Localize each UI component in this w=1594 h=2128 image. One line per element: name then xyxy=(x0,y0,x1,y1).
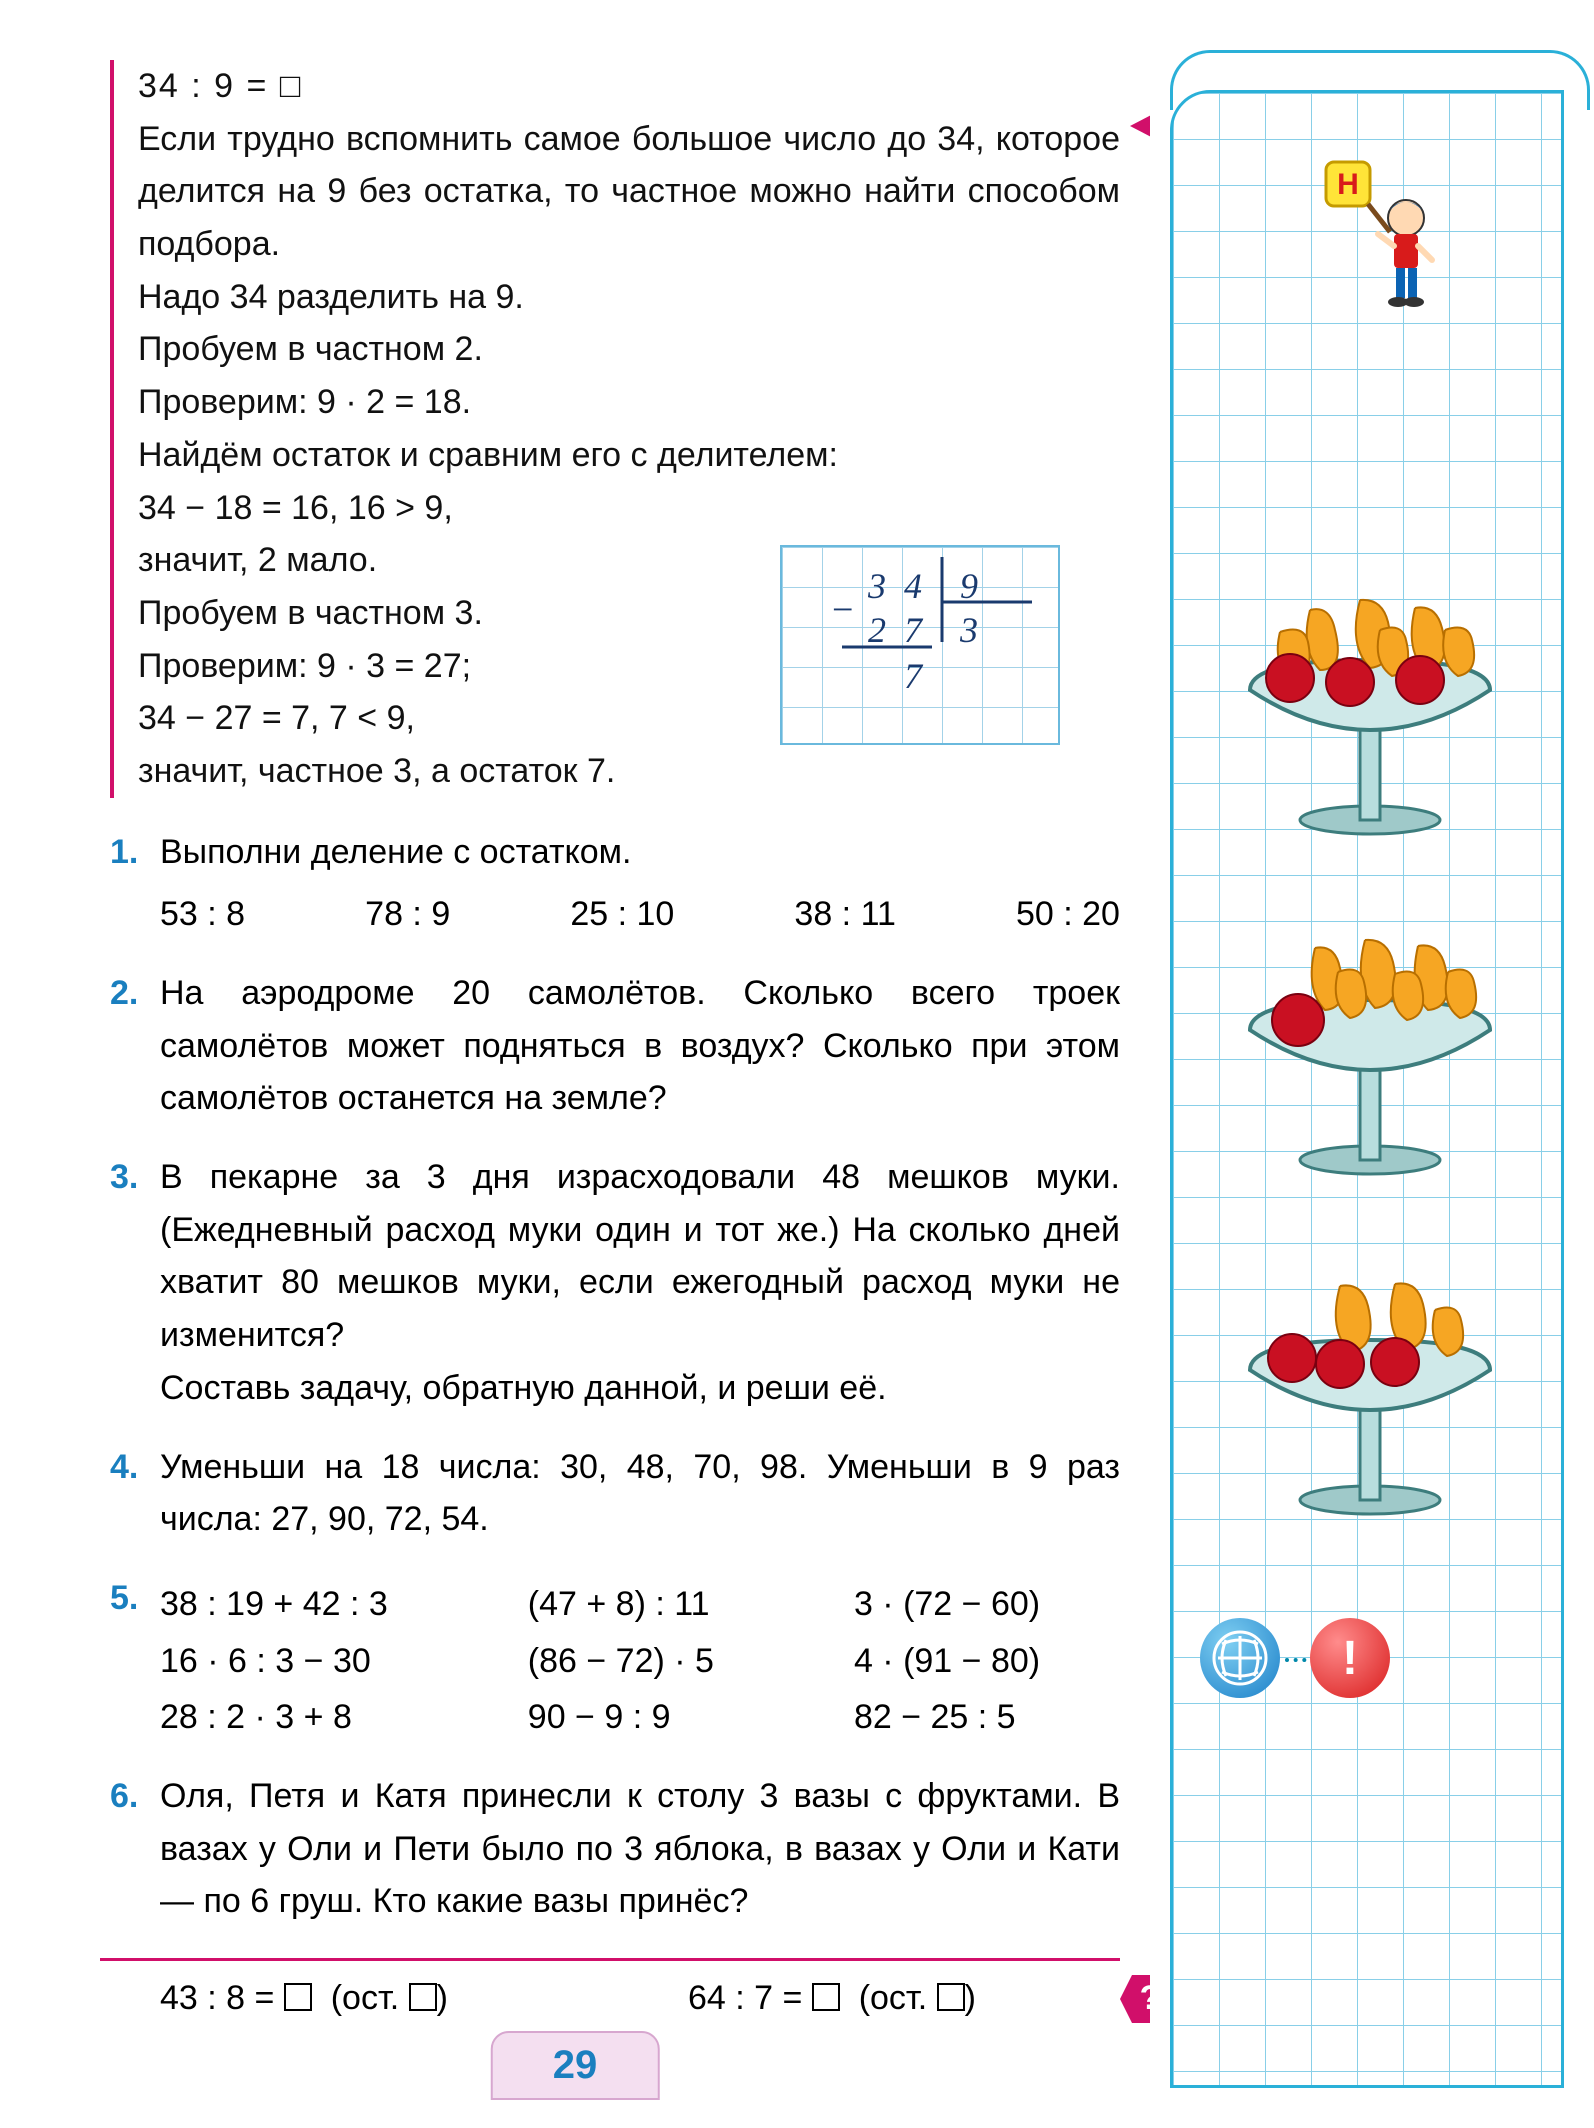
svg-text:Н: Н xyxy=(1337,168,1359,201)
task-number: 3. xyxy=(110,1151,160,1414)
expression: 4 · (91 − 80) xyxy=(854,1635,1040,1688)
task-6: 6. Оля, Петя и Катя принесли к столу 3 в… xyxy=(110,1770,1120,1928)
intro-text: Проверим: 9 · 2 = 18. xyxy=(138,376,1120,429)
expression: 16 · 6 : 3 − 30 xyxy=(160,1635,388,1688)
fruit-vase-1-icon xyxy=(1220,560,1520,840)
task-number: 2. xyxy=(110,967,160,1125)
attention-badge-icon: ! xyxy=(1310,1618,1390,1698)
expression: (47 + 8) : 11 xyxy=(528,1578,714,1631)
fruit-vase-2-icon xyxy=(1220,900,1520,1180)
expression: (86 − 72) · 5 xyxy=(528,1635,714,1688)
hint-grid-badge-icon xyxy=(1200,1618,1280,1698)
task-text: Уменьши на 18 числа: 30, 48, 70, 98. Уме… xyxy=(160,1441,1120,1546)
expression: 38 : 19 + 42 : 3 xyxy=(160,1578,388,1631)
task-number: 5. xyxy=(110,1572,160,1744)
task-number: 6. xyxy=(110,1770,160,1928)
quotient-digit: 3 xyxy=(960,603,978,659)
expression: 3 · (72 − 60) xyxy=(854,1578,1040,1631)
bottom-expression-left: 43 : 8 = (ост. ) xyxy=(160,1979,448,2018)
expression: 38 : 11 xyxy=(794,888,895,941)
remainder-digit: 7 xyxy=(904,649,922,705)
intro-text: Найдём остаток и сравним его с делителем… xyxy=(138,429,1120,482)
long-division-grid: − 3 4 9 2 7 3 7 xyxy=(780,545,1060,745)
expression: 28 : 2 · 3 + 8 xyxy=(160,1691,388,1744)
main-content: 34 : 9 = □ Если трудно вспомнить самое б… xyxy=(0,0,1150,2128)
task-3: 3. В пекарне за 3 дня израсходовали 48 м… xyxy=(110,1151,1120,1414)
bottom-expression-right: 64 : 7 = (ост. ) xyxy=(688,1979,976,2018)
expression: 90 − 9 : 9 xyxy=(528,1691,714,1744)
task-text: Оля, Петя и Катя принесли к столу 3 вазы… xyxy=(160,1770,1120,1928)
fruit-vase-3-icon xyxy=(1220,1240,1520,1520)
task-number: 4. xyxy=(110,1441,160,1546)
bottom-exercises: 43 : 8 = (ост. ) 64 : 7 = (ост. ) ? xyxy=(110,1979,1120,2018)
task-text: Выполни деление с остатком. xyxy=(160,826,1120,879)
mascot-kid-icon: Н xyxy=(1320,160,1440,320)
task-5: 5. 38 : 19 + 42 : 3 16 · 6 : 3 − 30 28 :… xyxy=(110,1572,1120,1744)
task-text: Составь задачу, обратную данной, и реши … xyxy=(160,1362,1120,1415)
intro-text: Надо 34 разделить на 9. xyxy=(138,271,1120,324)
example-equation: 34 : 9 = □ xyxy=(138,60,1120,113)
task-text: В пекарне за 3 дня израсходовали 48 мешк… xyxy=(160,1151,1120,1362)
task-text: На аэродроме 20 самолётов. Сколько всего… xyxy=(160,967,1120,1125)
intro-text: Пробуем в частном 2. xyxy=(138,323,1120,376)
task-2: 2. На аэродроме 20 самолётов. Сколько вс… xyxy=(110,967,1120,1125)
worked-example: 34 : 9 = □ Если трудно вспомнить самое б… xyxy=(110,60,1120,798)
expression: 25 : 10 xyxy=(570,888,674,941)
task-1-expressions: 53 : 8 78 : 9 25 : 10 38 : 11 50 : 20 xyxy=(160,888,1120,941)
intro-text: Если трудно вспомнить самое большое числ… xyxy=(138,113,1120,271)
expression: 78 : 9 xyxy=(365,888,450,941)
intro-text: значит, частное 3, а остаток 7. xyxy=(138,745,1120,798)
sub-digit: 2 xyxy=(868,603,886,659)
tasks-list: 1. Выполни деление с остатком. 53 : 8 78… xyxy=(110,826,1120,1928)
sidebar: Н xyxy=(1150,0,1594,2128)
task-4: 4. Уменьши на 18 числа: 30, 48, 70, 98. … xyxy=(110,1441,1120,1546)
intro-text: 34 − 18 = 16, 16 > 9, xyxy=(138,482,1120,535)
task-5-grid: 38 : 19 + 42 : 3 16 · 6 : 3 − 30 28 : 2 … xyxy=(160,1578,1120,1744)
expression: 50 : 20 xyxy=(1016,888,1120,941)
divider xyxy=(100,1958,1120,1961)
svg-text:−: − xyxy=(832,589,853,631)
expression: 82 − 25 : 5 xyxy=(854,1691,1040,1744)
expression: 53 : 8 xyxy=(160,888,245,941)
page-number: 29 xyxy=(491,2031,660,2100)
task-1: 1. Выполни деление с остатком. 53 : 8 78… xyxy=(110,826,1120,941)
task-number: 1. xyxy=(110,826,160,941)
